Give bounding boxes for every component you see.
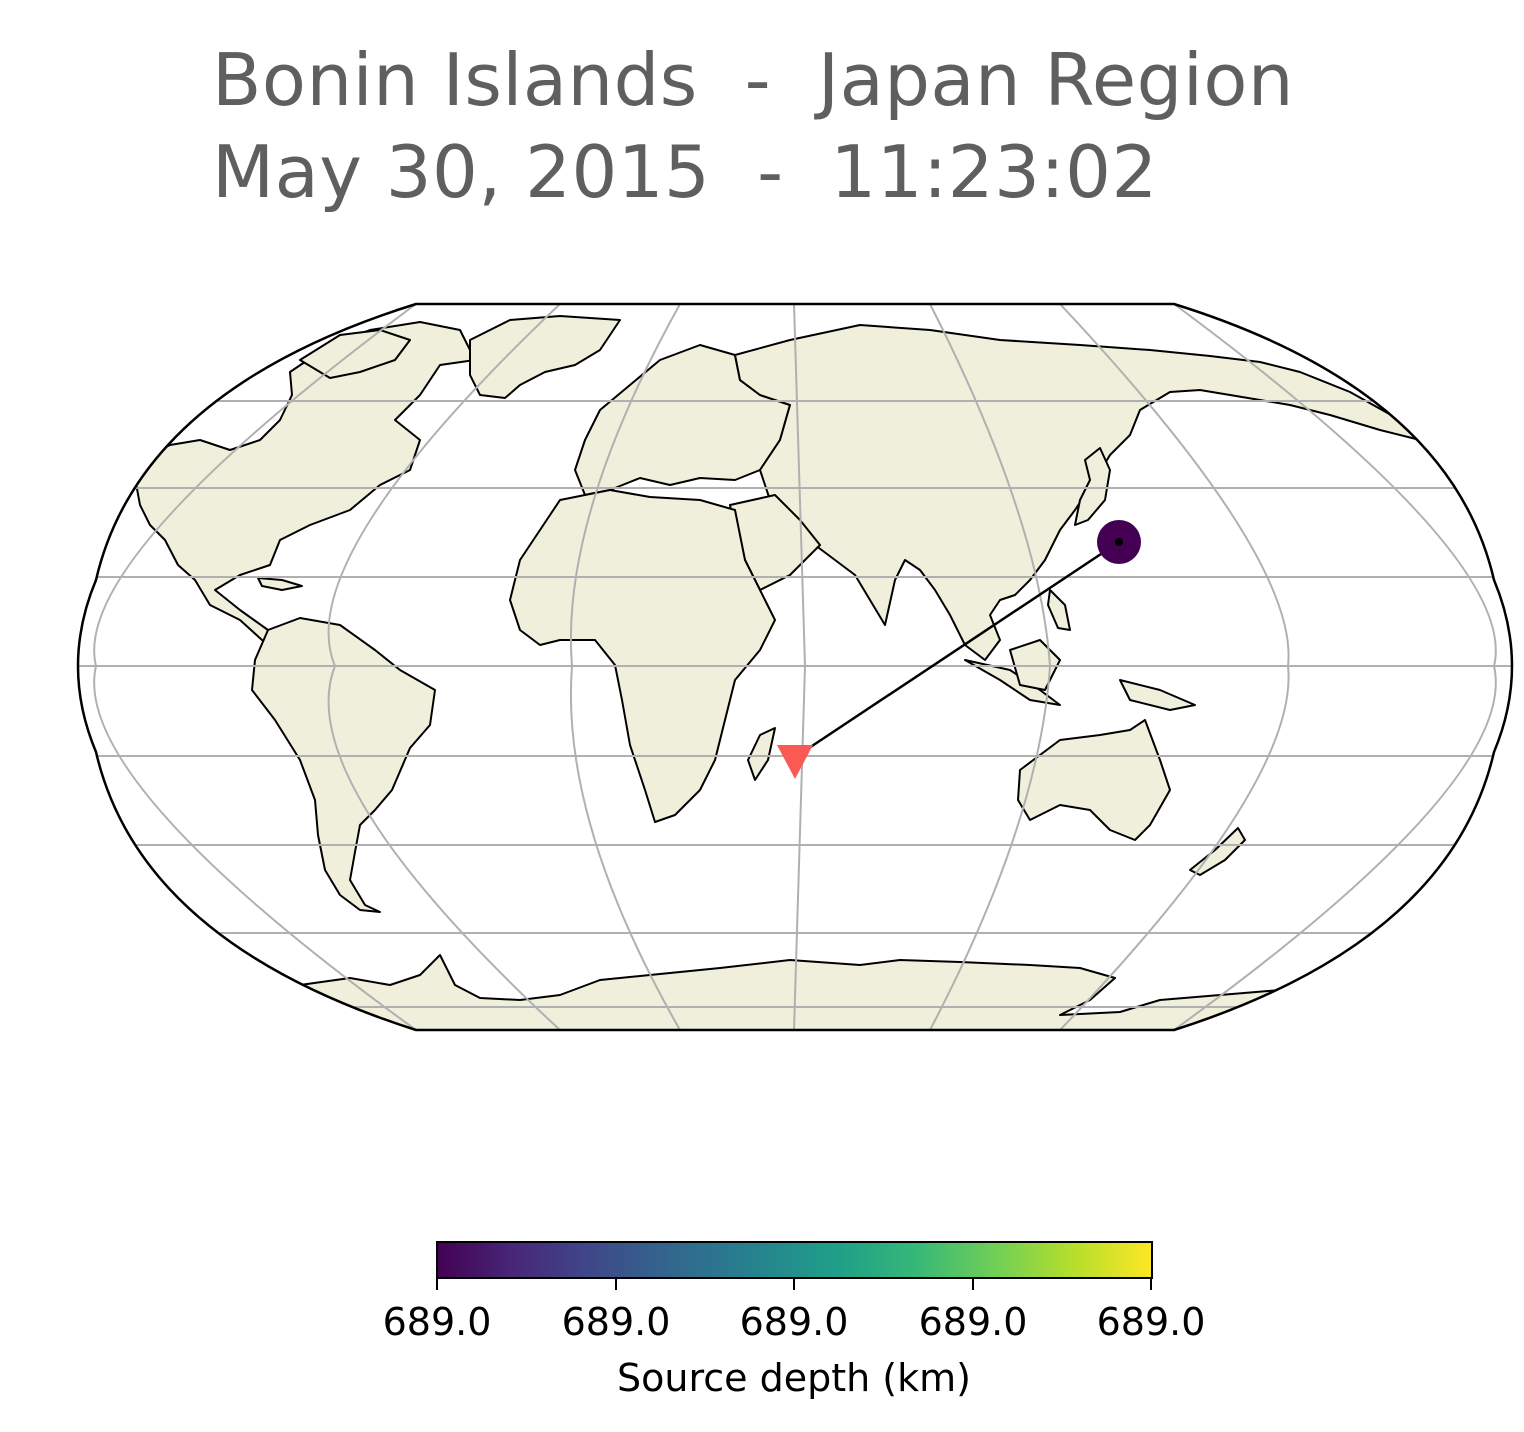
globe-outline: [76, 302, 1514, 1032]
colorbar-ticks: [436, 1278, 1152, 1290]
colorbar-tick-label: 689.0: [918, 1300, 1028, 1344]
colorbar-tick-label: 689.0: [561, 1300, 671, 1344]
greenland-landmass: [469, 315, 621, 399]
station-triangle-marker[interactable]: [777, 745, 813, 779]
new-guinea-landmass: [1119, 679, 1196, 711]
colorbar-gradient: [436, 1241, 1153, 1279]
colorbar-tick-label: 689.0: [739, 1300, 849, 1344]
japan-landmass: [1074, 447, 1111, 526]
map-title-line-1: Bonin Islands - Japan Region: [212, 38, 1295, 122]
indonesia-landmass: [964, 659, 1061, 706]
ray-path-line: [805, 540, 1120, 752]
colorbar-title: Source depth (km): [617, 1356, 971, 1400]
map-title-line-2: May 30, 2015 - 11:23:02: [212, 130, 1158, 214]
antarctica-landmass: [279, 954, 1301, 1030]
colorbar-tick-label: 689.0: [1096, 1300, 1206, 1344]
australia-landmass: [1017, 719, 1171, 841]
asia-landmass: [734, 324, 1421, 661]
epicenter-dot: [1115, 538, 1123, 546]
caribbean-landmass: [257, 577, 303, 591]
arctic-islands-landmass: [299, 329, 411, 379]
philippines-landmass: [1047, 589, 1071, 631]
colorbar-tick-label: 689.0: [382, 1300, 492, 1344]
